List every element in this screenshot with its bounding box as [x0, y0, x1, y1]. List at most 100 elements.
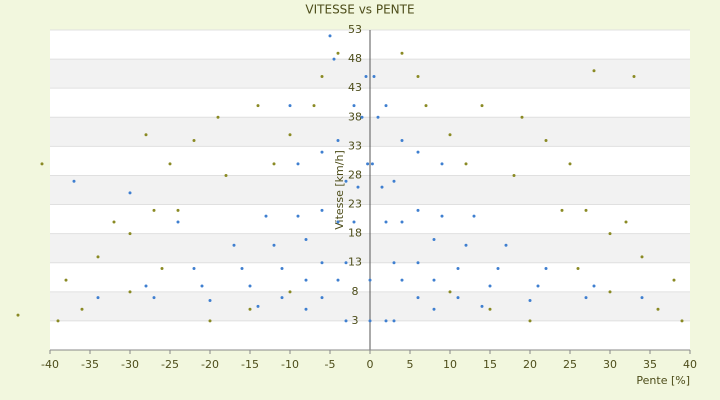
y-tick-label: 18	[348, 227, 362, 240]
point	[356, 185, 360, 189]
point	[360, 115, 364, 119]
point	[488, 307, 492, 311]
point	[16, 313, 20, 317]
point	[416, 150, 420, 154]
point	[544, 267, 548, 271]
point	[192, 267, 196, 271]
x-tick-label: -20	[201, 358, 219, 371]
point	[424, 104, 428, 108]
point	[592, 69, 596, 73]
x-tick-label: 15	[483, 358, 497, 371]
point	[128, 290, 132, 294]
point	[320, 150, 324, 154]
point	[312, 104, 316, 108]
point	[320, 261, 324, 265]
point	[640, 296, 644, 300]
point	[128, 232, 132, 236]
point	[640, 255, 644, 259]
point	[256, 104, 260, 108]
point	[384, 319, 388, 323]
point	[392, 319, 396, 323]
y-tick-label: 8	[352, 285, 359, 298]
point	[440, 214, 444, 218]
point	[370, 162, 374, 166]
x-tick-label: -40	[41, 358, 59, 371]
point	[608, 290, 612, 294]
point	[448, 290, 452, 294]
point	[272, 162, 276, 166]
point	[328, 34, 332, 38]
x-tick-label: -30	[121, 358, 139, 371]
point	[592, 284, 596, 288]
point	[248, 307, 252, 311]
point	[112, 220, 116, 224]
x-tick-label: 10	[443, 358, 457, 371]
point	[392, 179, 396, 183]
point	[288, 290, 292, 294]
point	[480, 304, 484, 308]
point	[416, 261, 420, 265]
x-axis-label: Pente [%]	[636, 374, 690, 387]
x-tick-label: 35	[643, 358, 657, 371]
point	[224, 173, 228, 177]
y-tick-label: 23	[348, 198, 362, 211]
x-tick-label: -10	[281, 358, 299, 371]
y-tick-label: 3	[352, 314, 359, 327]
point	[216, 115, 220, 119]
point	[392, 261, 396, 265]
point	[40, 162, 44, 166]
point	[512, 173, 516, 177]
point	[472, 214, 476, 218]
point	[416, 296, 420, 300]
point	[432, 307, 436, 311]
point	[680, 319, 684, 323]
point	[464, 162, 468, 166]
point	[248, 284, 252, 288]
point	[464, 243, 468, 247]
x-tick-label: 30	[603, 358, 617, 371]
point	[288, 104, 292, 108]
point	[336, 51, 340, 55]
point	[272, 243, 276, 247]
chart-title: VITESSE vs PENTE	[305, 3, 414, 17]
point	[384, 220, 388, 224]
y-tick-label: 13	[348, 256, 362, 269]
y-tick-label: 48	[348, 52, 362, 65]
point	[366, 162, 370, 166]
point	[144, 133, 148, 137]
point	[400, 278, 404, 282]
y-tick-label: 33	[348, 139, 362, 152]
point	[64, 278, 68, 282]
point	[384, 104, 388, 108]
point	[296, 162, 300, 166]
point	[336, 139, 340, 143]
point	[296, 214, 300, 218]
point	[632, 75, 636, 79]
point	[352, 220, 356, 224]
point	[192, 139, 196, 143]
point	[368, 319, 372, 323]
point	[176, 220, 180, 224]
point	[320, 296, 324, 300]
x-tick-label: 20	[523, 358, 537, 371]
point	[584, 208, 588, 212]
point	[416, 75, 420, 79]
point	[288, 133, 292, 137]
point	[672, 278, 676, 282]
point	[72, 179, 76, 183]
point	[208, 319, 212, 323]
point	[256, 304, 260, 308]
point	[280, 267, 284, 271]
point	[456, 267, 460, 271]
point	[280, 296, 284, 300]
point	[400, 220, 404, 224]
point	[496, 267, 500, 271]
y-tick-label: 43	[348, 81, 362, 94]
y-tick-label: 38	[348, 110, 362, 123]
point	[520, 115, 524, 119]
point	[560, 208, 564, 212]
point	[96, 296, 100, 300]
y-tick-label: 53	[348, 23, 362, 36]
point	[332, 57, 336, 61]
